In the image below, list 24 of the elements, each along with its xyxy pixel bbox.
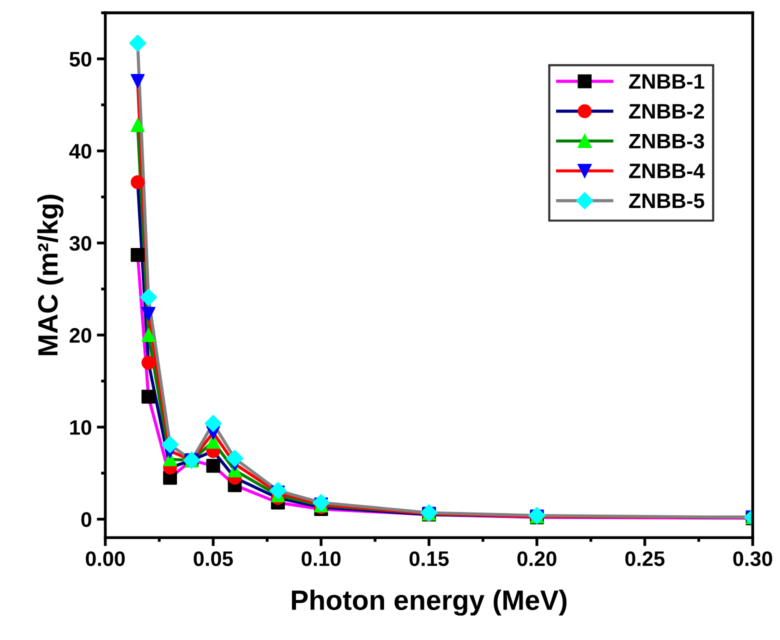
- y-axis-title: MAC (m²/kg): [37, 194, 64, 356]
- x-axis-title: Photon energy (MeV): [292, 590, 567, 616]
- x-tick-label: 0.00: [86, 551, 125, 566]
- legend-label: ZNBB-4: [629, 164, 705, 178]
- point: [130, 118, 145, 132]
- x-tick-label: 0.20: [517, 551, 556, 566]
- legend-label: ZNBB-5: [629, 194, 704, 208]
- point: [142, 328, 156, 342]
- y-tick-label: 10: [70, 420, 92, 435]
- x-tick-label: 0.05: [194, 551, 233, 566]
- y-tick-label: 30: [69, 236, 92, 251]
- y-tick-label: 40: [69, 144, 92, 159]
- y-tick-label: 50: [70, 52, 92, 67]
- legend-label: ZNBB-1: [629, 74, 704, 89]
- legend-label: ZNBB-2: [629, 104, 704, 118]
- y-tick-label: 0: [81, 512, 92, 527]
- legend-label: ZNBB-3: [629, 134, 704, 149]
- point: [142, 306, 156, 321]
- x-tick-label: 0.30: [733, 551, 772, 566]
- x-tick-label: 0.25: [625, 551, 664, 566]
- x-tick-label: 0.15: [410, 551, 449, 566]
- x-tick-label: 0.10: [302, 551, 341, 566]
- y-tick-label: 20: [70, 328, 92, 343]
- point: [130, 74, 145, 88]
